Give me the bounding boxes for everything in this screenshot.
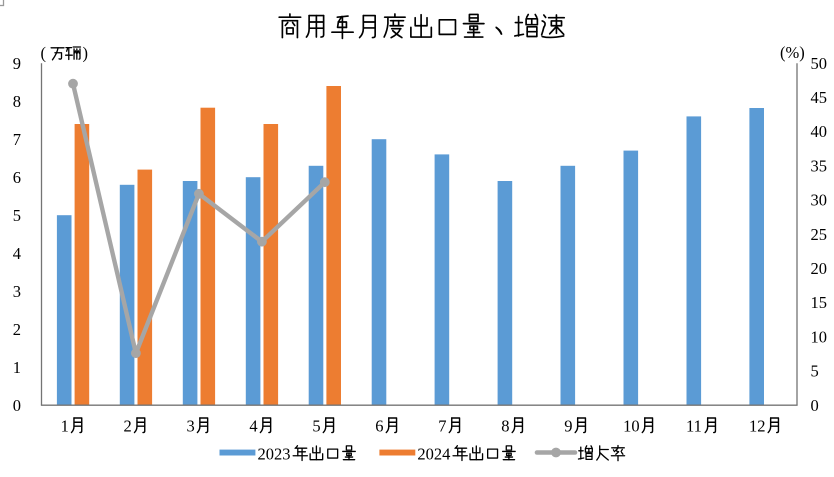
svg-text:40: 40 bbox=[811, 122, 828, 141]
svg-text:15: 15 bbox=[811, 293, 828, 312]
svg-text:6: 6 bbox=[13, 168, 21, 187]
svg-text:0: 0 bbox=[13, 396, 21, 415]
svg-text:8: 8 bbox=[13, 92, 21, 111]
svg-text:3: 3 bbox=[187, 416, 195, 435]
svg-text:3: 3 bbox=[13, 282, 21, 301]
svg-text:1: 1 bbox=[61, 416, 69, 435]
svg-text:25: 25 bbox=[811, 225, 828, 244]
svg-text:35: 35 bbox=[811, 156, 828, 175]
svg-text:2: 2 bbox=[13, 320, 21, 339]
svg-text:9: 9 bbox=[564, 416, 572, 435]
svg-text:6: 6 bbox=[375, 416, 383, 435]
svg-text:5: 5 bbox=[312, 416, 320, 435]
svg-text:45: 45 bbox=[811, 88, 828, 107]
svg-text:7: 7 bbox=[13, 130, 21, 149]
svg-text:2023: 2023 bbox=[258, 444, 291, 463]
svg-text:9: 9 bbox=[13, 54, 21, 73]
svg-text:50: 50 bbox=[811, 54, 828, 73]
svg-text:(: ( bbox=[41, 44, 47, 63]
svg-text:(%): (%) bbox=[780, 43, 805, 62]
svg-text:7: 7 bbox=[438, 416, 446, 435]
svg-text:5: 5 bbox=[13, 206, 21, 225]
svg-text:5: 5 bbox=[811, 362, 819, 381]
svg-text:0: 0 bbox=[811, 396, 819, 415]
svg-text:30: 30 bbox=[811, 191, 828, 210]
svg-text:4: 4 bbox=[249, 416, 257, 435]
svg-text:10: 10 bbox=[623, 416, 640, 435]
svg-text:12: 12 bbox=[749, 416, 766, 435]
svg-text:1: 1 bbox=[13, 358, 21, 377]
svg-text:8: 8 bbox=[501, 416, 509, 435]
svg-text:4: 4 bbox=[13, 244, 21, 263]
svg-text:2024: 2024 bbox=[417, 444, 450, 463]
svg-text:10: 10 bbox=[811, 327, 828, 346]
svg-text:): ) bbox=[83, 44, 89, 63]
svg-text:20: 20 bbox=[811, 259, 828, 278]
svg-text:11: 11 bbox=[686, 416, 702, 435]
svg-text:2: 2 bbox=[124, 416, 132, 435]
